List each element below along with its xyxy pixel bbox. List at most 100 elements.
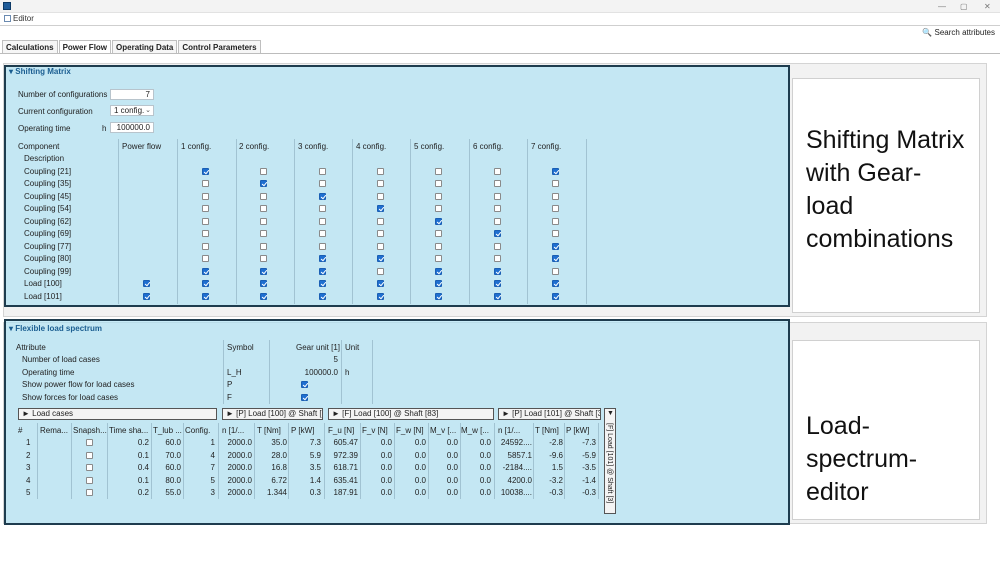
config-checkbox[interactable] [494, 205, 501, 213]
config-checkbox[interactable] [260, 180, 267, 188]
config-checkbox[interactable] [319, 217, 326, 225]
config-checkbox[interactable] [260, 192, 267, 200]
config-checkbox[interactable] [260, 230, 267, 238]
load-cases-group-bar[interactable]: ► Load cases [18, 408, 217, 420]
config-checkbox[interactable] [319, 267, 326, 275]
snapshot-checkbox[interactable] [86, 464, 93, 471]
config-checkbox[interactable] [260, 255, 267, 263]
config-checkbox[interactable] [552, 255, 559, 263]
config-checkbox[interactable] [202, 292, 209, 300]
config-checkbox[interactable] [319, 168, 326, 175]
config-checkbox[interactable] [377, 168, 384, 175]
tab-power-flow[interactable]: Power Flow [58, 40, 112, 53]
search-attributes-button[interactable]: 🔍 Search attributes [922, 28, 995, 37]
config-checkbox[interactable] [260, 205, 267, 213]
config-checkbox[interactable] [494, 292, 501, 300]
snapshot-checkbox[interactable] [86, 489, 93, 496]
config-checkbox[interactable] [552, 280, 559, 288]
config-checkbox[interactable] [202, 230, 209, 238]
config-checkbox[interactable] [260, 217, 267, 225]
snapshot-checkbox[interactable] [86, 476, 93, 484]
config-checkbox[interactable] [202, 192, 209, 200]
config-checkbox[interactable] [435, 255, 442, 263]
config-checkbox[interactable] [494, 267, 501, 275]
force-load100-group-bar[interactable]: ► [F] Load [100] @ Shaft [83] [328, 408, 494, 420]
tab-control-parameters[interactable]: Control Parameters [178, 40, 261, 53]
config-checkbox[interactable] [319, 205, 326, 213]
config-checkbox[interactable] [260, 242, 267, 250]
config-checkbox[interactable] [319, 192, 326, 200]
config-checkbox[interactable] [319, 255, 326, 263]
config-checkbox[interactable] [202, 217, 209, 225]
config-checkbox[interactable] [494, 217, 501, 225]
config-checkbox[interactable] [202, 267, 209, 275]
config-checkbox[interactable] [377, 180, 384, 188]
config-checkbox[interactable] [552, 217, 559, 225]
config-checkbox[interactable] [552, 230, 559, 238]
snapshot-checkbox[interactable] [86, 439, 93, 446]
config-checkbox[interactable] [377, 192, 384, 200]
editor-view-tab[interactable]: Editor [0, 13, 34, 25]
operating-time-input[interactable]: 100000.0 [110, 122, 154, 133]
config-checkbox[interactable] [494, 168, 501, 175]
current-config-select[interactable]: 1 config. ⌄ [110, 105, 154, 116]
config-checkbox[interactable] [435, 168, 442, 175]
power-flow-checkbox[interactable] [143, 292, 150, 300]
config-checkbox[interactable] [552, 292, 559, 300]
minimize-button[interactable]: — [938, 2, 946, 11]
config-checkbox[interactable] [435, 180, 442, 188]
config-checkbox[interactable] [377, 205, 384, 213]
config-checkbox[interactable] [202, 180, 209, 188]
attribute-checkbox[interactable] [301, 381, 308, 388]
config-checkbox[interactable] [319, 292, 326, 300]
close-button[interactable]: ✕ [984, 2, 991, 11]
config-checkbox[interactable] [377, 230, 384, 238]
config-checkbox[interactable] [260, 280, 267, 288]
config-checkbox[interactable] [202, 168, 209, 175]
config-checkbox[interactable] [260, 292, 267, 300]
power-load101-group-bar[interactable]: ► [P] Load [101] @ Shaft [3] [498, 408, 601, 420]
config-checkbox[interactable] [552, 242, 559, 250]
config-checkbox[interactable] [494, 192, 501, 200]
config-checkbox[interactable] [552, 205, 559, 213]
config-checkbox[interactable] [435, 192, 442, 200]
config-checkbox[interactable] [202, 255, 209, 263]
config-checkbox[interactable] [202, 242, 209, 250]
config-checkbox[interactable] [319, 230, 326, 238]
config-checkbox[interactable] [202, 205, 209, 213]
power-load100-group-bar[interactable]: ► [P] Load [100] @ Shaft [... [222, 408, 323, 420]
tab-calculations[interactable]: Calculations [2, 40, 58, 53]
config-checkbox[interactable] [552, 267, 559, 275]
config-checkbox[interactable] [260, 267, 267, 275]
load-spectrum-header[interactable]: ▾ Flexible load spectrum [9, 324, 102, 333]
shifting-matrix-header[interactable]: ▾ Shifting Matrix [9, 67, 71, 76]
config-checkbox[interactable] [494, 180, 501, 188]
config-checkbox[interactable] [435, 280, 442, 288]
config-checkbox[interactable] [435, 217, 442, 225]
config-checkbox[interactable] [552, 192, 559, 200]
config-checkbox[interactable] [494, 255, 501, 263]
config-checkbox[interactable] [435, 292, 442, 300]
num-configs-input[interactable]: 7 [110, 89, 154, 100]
power-flow-checkbox[interactable] [143, 280, 150, 288]
config-checkbox[interactable] [494, 280, 501, 288]
config-checkbox[interactable] [377, 292, 384, 300]
config-checkbox[interactable] [494, 230, 501, 238]
config-checkbox[interactable] [202, 280, 209, 288]
config-checkbox[interactable] [377, 242, 384, 250]
config-checkbox[interactable] [494, 242, 501, 250]
attribute-checkbox[interactable] [301, 394, 308, 401]
config-checkbox[interactable] [552, 168, 559, 175]
force-load101-collapsed-bar[interactable]: ▼ [F] Load [101] @ Shaft [3] [604, 408, 616, 514]
config-checkbox[interactable] [377, 217, 384, 225]
maximize-button[interactable]: ▢ [960, 2, 968, 11]
tab-operating-data[interactable]: Operating Data [112, 40, 178, 53]
config-checkbox[interactable] [319, 280, 326, 288]
config-checkbox[interactable] [377, 255, 384, 263]
config-checkbox[interactable] [319, 242, 326, 250]
config-checkbox[interactable] [377, 267, 384, 275]
config-checkbox[interactable] [435, 267, 442, 275]
config-checkbox[interactable] [552, 180, 559, 188]
config-checkbox[interactable] [435, 230, 442, 238]
config-checkbox[interactable] [260, 168, 267, 175]
